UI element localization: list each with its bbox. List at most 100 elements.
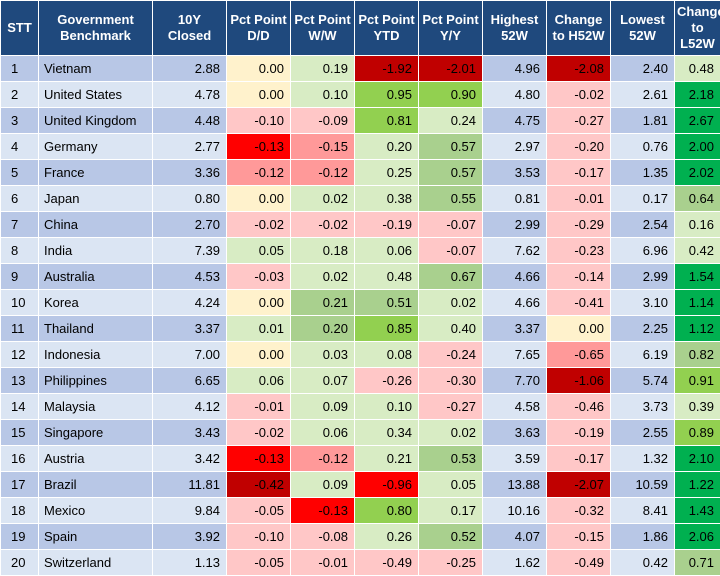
pct-point-ytd-cell: 0.25 [354, 159, 419, 186]
header-change-h52w: Change to H52W [546, 0, 611, 56]
pct-point-ww-cell: 0.07 [290, 367, 355, 394]
pct-point-yy-cell: 0.24 [418, 107, 483, 134]
pct-point-ww-cell: 0.21 [290, 289, 355, 316]
country-name-cell: Switzerland [38, 549, 153, 576]
pct-point-ww-cell: 0.06 [290, 419, 355, 446]
pct-point-ww-cell: -0.08 [290, 523, 355, 550]
pct-point-ytd-cell: -1.92 [354, 55, 419, 82]
table-row: 5 France 3.36 -0.12 -0.12 0.25 0.57 3.53 -0.17 1.… [0, 159, 720, 186]
header-change-l52w: Change to L52W [674, 0, 720, 56]
pct-point-ww-cell: 0.19 [290, 55, 355, 82]
change-to-l52w-cell: 1.14 [674, 289, 720, 316]
yield-10y-closed-cell: 4.48 [152, 107, 227, 134]
table-row: 9 Australia 4.53 -0.03 0.02 0.48 0.67 4.66 -0.14… [0, 263, 720, 290]
change-to-l52w-cell: 0.91 [674, 367, 720, 394]
pct-point-ww-cell: 0.20 [290, 315, 355, 342]
row-number-cell: 12 [0, 341, 39, 368]
table-row: 6 Japan 0.80 0.00 0.02 0.38 0.55 0.81 -0.01 0.17 0… [0, 185, 720, 212]
table-row: 8 India 7.39 0.05 0.18 0.06 -0.07 7.62 -0.23 6.96… [0, 237, 720, 264]
lowest-52w-cell: 3.73 [610, 393, 675, 420]
pct-point-yy-cell: 0.57 [418, 159, 483, 186]
pct-point-dd-cell: -0.12 [226, 159, 291, 186]
change-to-l52w-cell: 2.10 [674, 445, 720, 472]
pct-point-dd-cell: 0.00 [226, 55, 291, 82]
country-name-cell: Indonesia [38, 341, 153, 368]
change-to-h52w-cell: -0.17 [546, 159, 611, 186]
pct-point-dd-cell: -0.01 [226, 393, 291, 420]
lowest-52w-cell: 2.40 [610, 55, 675, 82]
lowest-52w-cell: 1.86 [610, 523, 675, 550]
country-name-cell: Austria [38, 445, 153, 472]
country-name-cell: Mexico [38, 497, 153, 524]
pct-point-dd-cell: 0.05 [226, 237, 291, 264]
table-row: 19 Spain 3.92 -0.10 -0.08 0.26 0.52 4.07 -0.15 1.… [0, 523, 720, 550]
lowest-52w-cell: 10.59 [610, 471, 675, 498]
yield-10y-closed-cell: 2.70 [152, 211, 227, 238]
row-number-cell: 9 [0, 263, 39, 290]
row-number-cell: 19 [0, 523, 39, 550]
change-to-l52w-cell: 1.22 [674, 471, 720, 498]
yield-10y-closed-cell: 3.43 [152, 419, 227, 446]
pct-point-ww-cell: 0.18 [290, 237, 355, 264]
country-name-cell: France [38, 159, 153, 186]
country-name-cell: Brazil [38, 471, 153, 498]
pct-point-ytd-cell: 0.21 [354, 445, 419, 472]
country-name-cell: India [38, 237, 153, 264]
pct-point-ytd-cell: 0.10 [354, 393, 419, 420]
row-number-cell: 3 [0, 107, 39, 134]
table-row: 7 China 2.70 -0.02 -0.02 -0.19 -0.07 2.99 -0.29 2… [0, 211, 720, 238]
pct-point-yy-cell: 0.53 [418, 445, 483, 472]
yield-10y-closed-cell: 1.13 [152, 549, 227, 576]
change-to-h52w-cell: -0.19 [546, 419, 611, 446]
header-benchmark: Government Benchmark [38, 0, 153, 56]
header-highest-52w: Highest 52W [482, 0, 547, 56]
change-to-l52w-cell: 2.18 [674, 81, 720, 108]
pct-point-dd-cell: -0.05 [226, 497, 291, 524]
change-to-h52w-cell: -0.65 [546, 341, 611, 368]
change-to-l52w-cell: 0.42 [674, 237, 720, 264]
table-row: 17 Brazil 11.81 -0.42 0.09 -0.96 0.05 13.88 -2.0… [0, 471, 720, 498]
country-name-cell: China [38, 211, 153, 238]
highest-52w-cell: 3.63 [482, 419, 547, 446]
country-name-cell: Singapore [38, 419, 153, 446]
row-number-cell: 13 [0, 367, 39, 394]
change-to-h52w-cell: -0.23 [546, 237, 611, 264]
lowest-52w-cell: 1.81 [610, 107, 675, 134]
highest-52w-cell: 3.53 [482, 159, 547, 186]
country-name-cell: Australia [38, 263, 153, 290]
country-name-cell: Thailand [38, 315, 153, 342]
highest-52w-cell: 0.81 [482, 185, 547, 212]
row-number-cell: 20 [0, 549, 39, 576]
pct-point-ww-cell: -0.02 [290, 211, 355, 238]
change-to-h52w-cell: -0.27 [546, 107, 611, 134]
pct-point-dd-cell: 0.00 [226, 289, 291, 316]
header-stt: STT [0, 0, 39, 56]
pct-point-ytd-cell: 0.26 [354, 523, 419, 550]
table-body: 1 Vietnam 2.88 0.00 0.19 -1.92 -2.01 4.96 -2.08 2… [0, 55, 720, 576]
header-lowest-52w: Lowest 52W [610, 0, 675, 56]
lowest-52w-cell: 0.76 [610, 133, 675, 160]
yield-10y-closed-cell: 9.84 [152, 497, 227, 524]
country-name-cell: Japan [38, 185, 153, 212]
highest-52w-cell: 7.62 [482, 237, 547, 264]
pct-point-ww-cell: 0.09 [290, 393, 355, 420]
table-row: 18 Mexico 9.84 -0.05 -0.13 0.80 0.17 10.16 -0.32… [0, 497, 720, 524]
pct-point-ww-cell: -0.15 [290, 133, 355, 160]
pct-point-ww-cell: -0.01 [290, 549, 355, 576]
pct-point-ytd-cell: -0.49 [354, 549, 419, 576]
pct-point-ww-cell: 0.09 [290, 471, 355, 498]
change-to-h52w-cell: -0.46 [546, 393, 611, 420]
highest-52w-cell: 4.58 [482, 393, 547, 420]
lowest-52w-cell: 0.42 [610, 549, 675, 576]
pct-point-yy-cell: -0.27 [418, 393, 483, 420]
header-pct-ww: Pct Point W/W [290, 0, 355, 56]
pct-point-dd-cell: -0.13 [226, 445, 291, 472]
change-to-h52w-cell: -0.14 [546, 263, 611, 290]
lowest-52w-cell: 2.55 [610, 419, 675, 446]
yield-10y-closed-cell: 7.00 [152, 341, 227, 368]
change-to-h52w-cell: -0.29 [546, 211, 611, 238]
header-pct-ytd: Pct Point YTD [354, 0, 419, 56]
pct-point-dd-cell: -0.05 [226, 549, 291, 576]
row-number-cell: 10 [0, 289, 39, 316]
yield-10y-closed-cell: 3.92 [152, 523, 227, 550]
